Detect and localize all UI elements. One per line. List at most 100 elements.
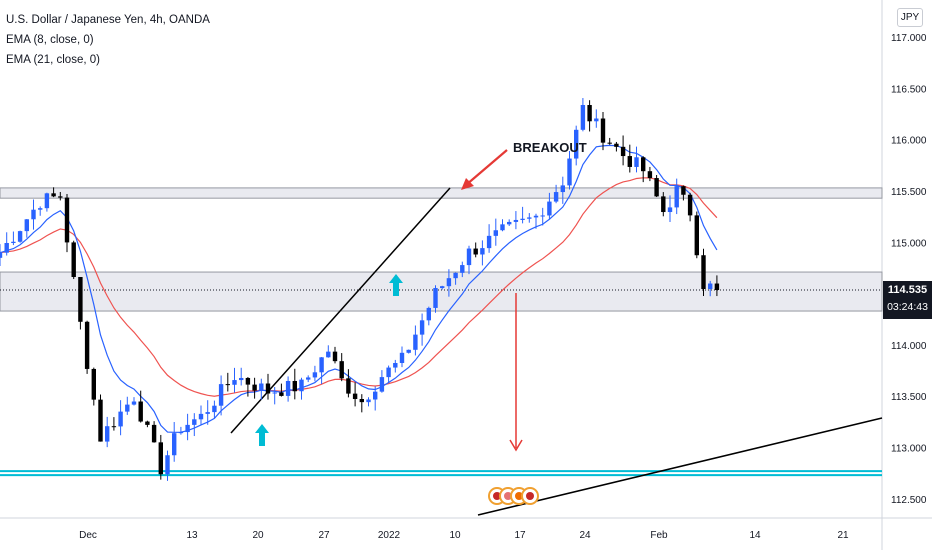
candle [654,175,659,198]
candle-body [198,413,204,420]
ema-slow-label[interactable]: EMA (21, close, 0) [6,54,100,66]
last-price-value: 114.535 [887,284,928,296]
candle-body [687,194,693,216]
candle-body [138,401,143,422]
candle [714,275,720,297]
candle-body [533,215,539,218]
candle [78,276,83,330]
candle [319,357,324,385]
candle [507,219,512,226]
candle [265,373,271,400]
candle-body [614,143,619,147]
symbol-title[interactable]: U.S. Dollar / Japanese Yen, 4h, OANDA [6,14,210,26]
candle [460,261,465,278]
candle-body [440,286,445,289]
candle-body [24,219,29,232]
candle-body [667,207,673,213]
candle-body [111,426,117,428]
candle [513,211,519,230]
candle [453,272,458,285]
candle [352,382,358,407]
candle-body [31,209,36,220]
candle-body [366,399,371,403]
candle [118,400,123,436]
candle-body [118,411,123,427]
candle [51,187,56,198]
candle-body [346,378,351,394]
y-tick-label: 117.000 [891,33,927,44]
candle [138,390,143,423]
x-tick-label: 20 [252,530,264,541]
candle [178,426,184,435]
candle-body [580,105,586,130]
candle-body [654,178,659,197]
target-arrow-head [509,439,523,452]
candle [359,394,364,413]
candle-body [192,419,197,425]
breakout-arrow-head [461,178,474,190]
candle-body [332,351,338,362]
candle [299,377,304,400]
event-flag-dot [493,492,501,500]
candle-body [312,372,318,378]
candle [433,285,438,313]
candle-body [413,334,418,350]
candle [131,397,137,406]
candle [641,156,646,183]
candle [426,306,431,326]
candle-body [480,248,485,255]
candle [0,244,3,266]
candle [413,325,418,356]
candle-body [145,421,150,425]
candle [64,193,70,253]
candle [44,192,50,212]
candle-body [553,192,559,202]
x-tick-label: Dec [79,530,97,541]
ema-fast-label[interactable]: EMA (8, close, 0) [6,34,94,46]
candle [205,400,210,425]
breakout-label: BREAKOUT [513,140,587,155]
candle-body [567,158,572,186]
candle-body [339,361,344,379]
candle [245,377,251,397]
x-tick-label: 21 [837,530,849,541]
candle [332,346,338,364]
candle [473,242,478,258]
candle [620,135,626,166]
candle [366,397,371,407]
candle [172,422,177,462]
candle [701,248,706,297]
candle [259,378,264,400]
candle [587,100,592,132]
breakout-arrow-shaft [465,149,508,186]
candle-body [520,218,525,220]
y-tick-label: 115.000 [891,238,927,249]
sr-zone-0 [0,187,883,199]
candle-body [681,186,686,195]
candle [600,112,606,151]
candle-body [91,368,96,400]
candle [346,369,351,398]
candle-body [386,367,391,378]
candle-body [38,208,43,210]
rising-line [477,417,883,516]
candle-body [232,380,237,385]
candle [486,224,492,253]
y-tick-label: 112.500 [891,495,927,506]
candle [533,213,539,229]
candle [574,125,579,166]
candle [151,421,157,443]
x-tick-label: 2022 [378,530,401,541]
candle [312,365,318,382]
candle [279,383,284,397]
candle-body [607,142,612,144]
candle-body [17,231,23,242]
candle [379,370,385,393]
candle [212,400,217,419]
currency-badge[interactable]: JPY [897,8,923,27]
candle [111,417,117,431]
candle [547,192,552,219]
x-tick-label: 14 [749,530,761,541]
